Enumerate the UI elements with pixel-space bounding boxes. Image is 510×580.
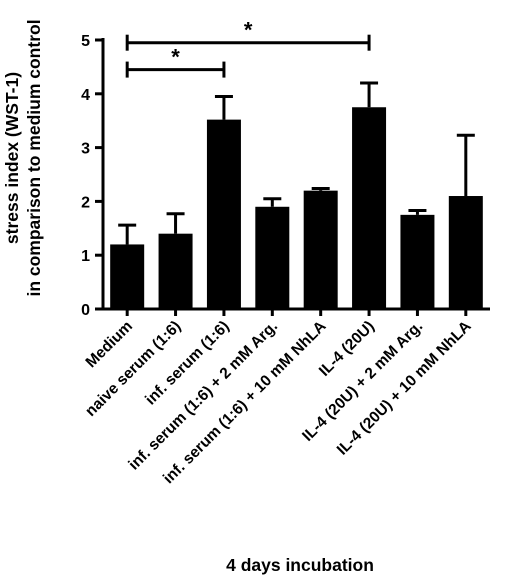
y-tick-label: 5	[81, 33, 90, 50]
y-tick-label: 2	[81, 194, 90, 211]
y-axis-title-line-1: stress index (WST-1)	[2, 72, 22, 244]
y-axis-title-line-2: in comparison to medium control	[24, 19, 44, 296]
bar	[255, 206, 290, 309]
bar	[352, 107, 387, 309]
bar	[158, 233, 193, 309]
y-tick-label: 1	[81, 248, 90, 265]
bar	[303, 190, 338, 309]
category-label: inf. serum (1:6)	[142, 318, 233, 409]
bar	[206, 119, 241, 310]
significance-star: *	[171, 45, 180, 70]
bar	[448, 196, 483, 309]
y-tick-label: 4	[81, 87, 90, 104]
bar	[110, 244, 145, 309]
y-tick-label: 0	[81, 302, 90, 319]
bar	[400, 214, 435, 309]
y-tick-label: 3	[81, 141, 90, 158]
x-axis-title: 4 days incubation	[226, 555, 374, 575]
significance-star: *	[244, 18, 253, 43]
